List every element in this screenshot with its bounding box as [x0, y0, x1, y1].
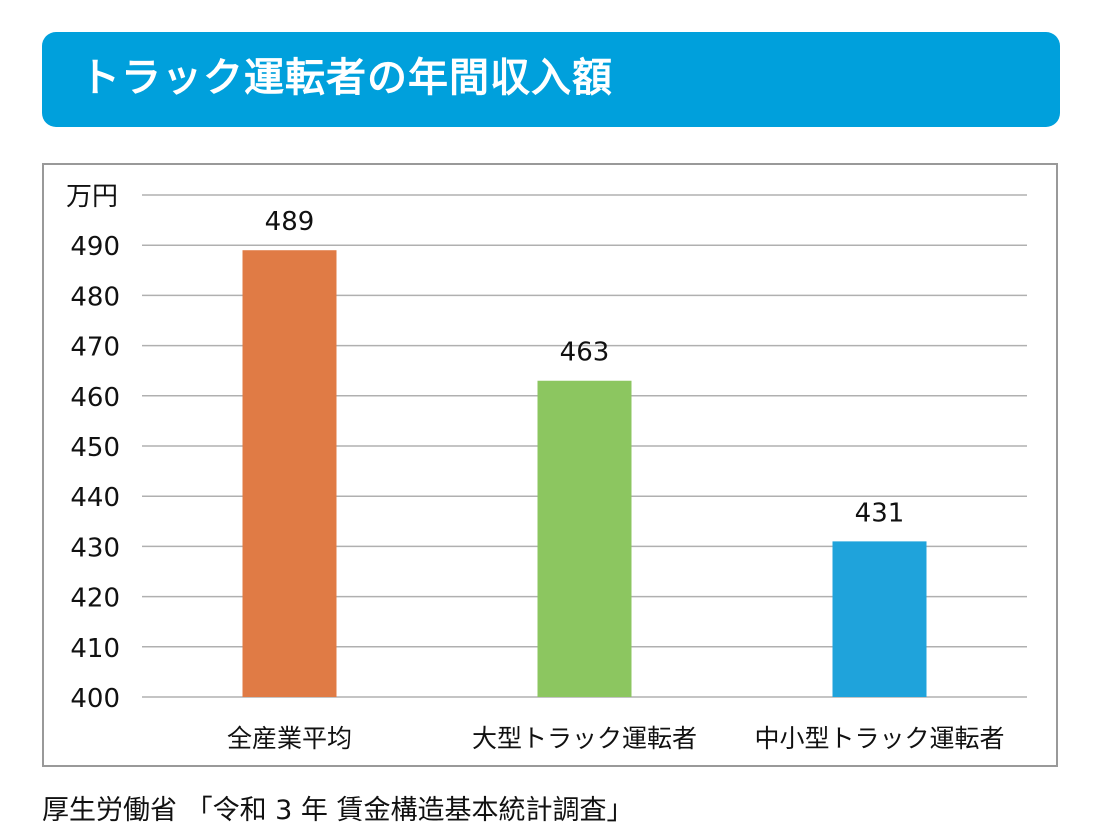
y-tick-label: 400: [70, 684, 120, 714]
x-tick-label: 大型トラック運転者: [472, 724, 697, 753]
source-note: 厚生労働省 「令和 3 年 賃金構造基本統計調査」: [42, 795, 634, 826]
bar: [537, 380, 632, 697]
chart-title: トラック運転者の年間収入額: [80, 55, 613, 101]
x-tick-label: 中小型トラック運転者: [754, 724, 1004, 753]
y-tick-label: 440: [70, 483, 120, 513]
y-tick-label: 490: [70, 232, 120, 262]
y-tick-label: 420: [70, 584, 120, 614]
y-tick-label: 410: [70, 634, 120, 664]
y-tick-label: 480: [70, 282, 120, 312]
y-tick-label: 470: [70, 333, 120, 363]
bar: [832, 541, 927, 697]
bar: [242, 250, 337, 697]
data-label: 431: [855, 498, 905, 528]
title-banner: [42, 32, 1060, 127]
y-unit-label: 万円: [66, 182, 118, 212]
data-label: 463: [560, 338, 610, 368]
data-label: 489: [265, 207, 315, 237]
y-tick-label: 450: [70, 433, 120, 463]
y-tick-label: 430: [70, 533, 120, 563]
chart-frame: [42, 163, 1058, 767]
y-tick-label: 460: [70, 383, 120, 413]
x-tick-label: 全産業平均: [227, 724, 352, 753]
